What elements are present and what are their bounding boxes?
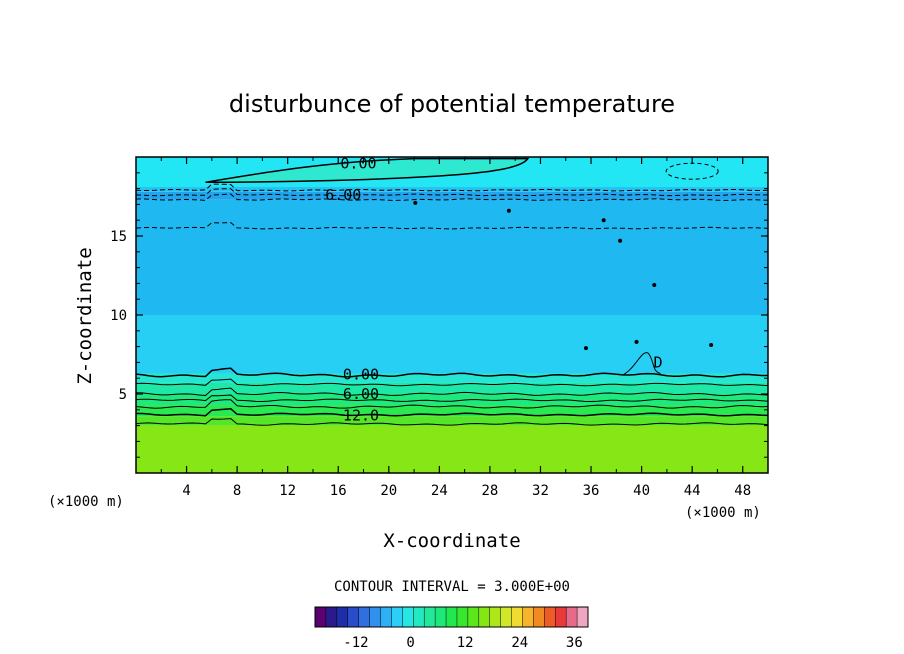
y-tick-label-0: 5 [119,387,127,403]
colorbar-cell-8 [402,607,414,627]
contour-label-5: D [654,353,663,371]
field-band-5 [136,373,768,383]
field-band-3 [136,394,768,406]
contour-line-lower-0 [135,367,768,378]
x-tick-label-2: 12 [279,483,296,499]
colorbar-cell-3 [347,607,360,627]
contour-dot-7 [583,346,588,351]
colorbar-cell-18 [511,607,523,627]
colorbar-cell-6 [380,607,392,627]
x-tick-label-7: 32 [532,483,549,499]
contour-line-dashed-0 [135,222,769,230]
x-tick-label-1: 8 [233,483,241,499]
colorbar-cell-10 [424,607,436,627]
x-tick-label-11: 48 [734,483,751,499]
colorbar-cell-9 [413,607,425,627]
colorbar-cell-11 [435,607,447,627]
contour-line-bump [622,352,661,376]
contour-line-lower-3 [135,394,769,403]
colorbar-tick-label-2: 12 [457,635,474,651]
contour-label-3: 6.00 [343,385,379,403]
contour-label-2: 0.00 [343,365,379,383]
x-tick-label-6: 28 [481,483,498,499]
contour-line-lower-6 [135,418,769,426]
field-band-2 [136,405,768,417]
colorbar: -12 0 12 24 36 [314,606,589,651]
contour-line-lower-2 [135,387,769,397]
contour-dot-1 [506,208,511,213]
field-mid-patch [136,304,768,315]
contour-dot-4 [652,282,657,287]
x-unit-label-right: (×1000 m) [685,505,761,521]
contour-label-0: 0.00 [340,154,376,172]
colorbar-cell-13 [456,607,469,627]
colorbar-cell-21 [544,607,556,627]
field-band-0 [136,425,768,473]
chart-title: disturbunce of potential temperature [229,90,675,118]
x-tick-label-5: 24 [431,483,448,499]
x-tick-label-8: 36 [583,483,600,499]
y-tick-label-2: 15 [110,229,127,245]
colorbar-frame [314,606,589,628]
field-band-4 [136,382,768,394]
colorbar-cell-1 [325,607,338,627]
colorbar-cell-15 [478,607,491,627]
colorbar-cell-14 [467,607,480,627]
colorbar-cell-7 [391,607,403,627]
x-unit-label-left: (×1000 m) [48,494,124,510]
colorbar-cell-23 [566,607,578,627]
y-axis-label: Z-coordinate [74,247,96,384]
colorbar-tick-label-0: -12 [343,635,368,651]
field-band-8 [136,191,768,200]
contour-line-upper [205,157,530,184]
colorbar-cell-4 [358,607,371,627]
x-axis-label: X-coordinate [383,530,520,552]
colorbar-cell-5 [369,607,382,627]
x-tick-label-9: 40 [633,483,650,499]
colorbar-cell-24 [577,607,589,627]
colorbar-tick-label-3: 24 [511,635,528,651]
field-band-1 [136,416,768,426]
contour-label-4: 12.0 [343,406,379,424]
contour-dot-5 [634,339,639,344]
contour-dot-0 [413,200,418,205]
x-tick-label-4: 20 [380,483,397,499]
contour-lines [135,157,769,426]
contour-line-dashed-3 [135,183,769,192]
colorbar-cell-20 [533,607,545,627]
colorbar-cell-0 [315,607,327,627]
contour-line-lower-1 [135,378,769,387]
contour-dot-2 [601,218,606,223]
contour-dot-3 [618,238,623,243]
colorbar-cell-17 [500,607,513,627]
contour-line-lower-5 [136,408,769,417]
colorbar-tick-label-1: 0 [406,635,414,651]
contour-labels: 0.00 6.00 0.00 6.00 12.0 D [325,154,663,424]
contour-line-dashed-1 [136,193,769,201]
y-tick-label-1: 10 [110,308,127,324]
field-band-9 [136,187,768,192]
colorbar-tick-label-4: 36 [566,635,583,651]
x-tick-label-0: 4 [182,483,190,499]
contour-line-lower-4 [135,399,769,409]
field-upper-warm-patch [205,160,528,183]
x-tick-label-3: 16 [330,483,347,499]
contour-interval-text: CONTOUR INTERVAL = 3.000E+00 [334,579,570,595]
x-tick-label-10: 44 [684,483,701,499]
contour-label-1: 6.00 [325,186,361,204]
field-band-6 [136,315,768,374]
colorbar-cell-2 [336,607,349,627]
contour-dot-6 [709,343,714,348]
contour-line-dashed-2 [135,188,768,197]
colorbar-cell-22 [555,607,567,627]
colorbar-cell-12 [446,607,458,627]
contour-field [136,157,768,473]
colorbar-cell-19 [522,607,534,627]
colorbar-cell-16 [489,607,502,627]
field-band-7 [136,199,768,315]
